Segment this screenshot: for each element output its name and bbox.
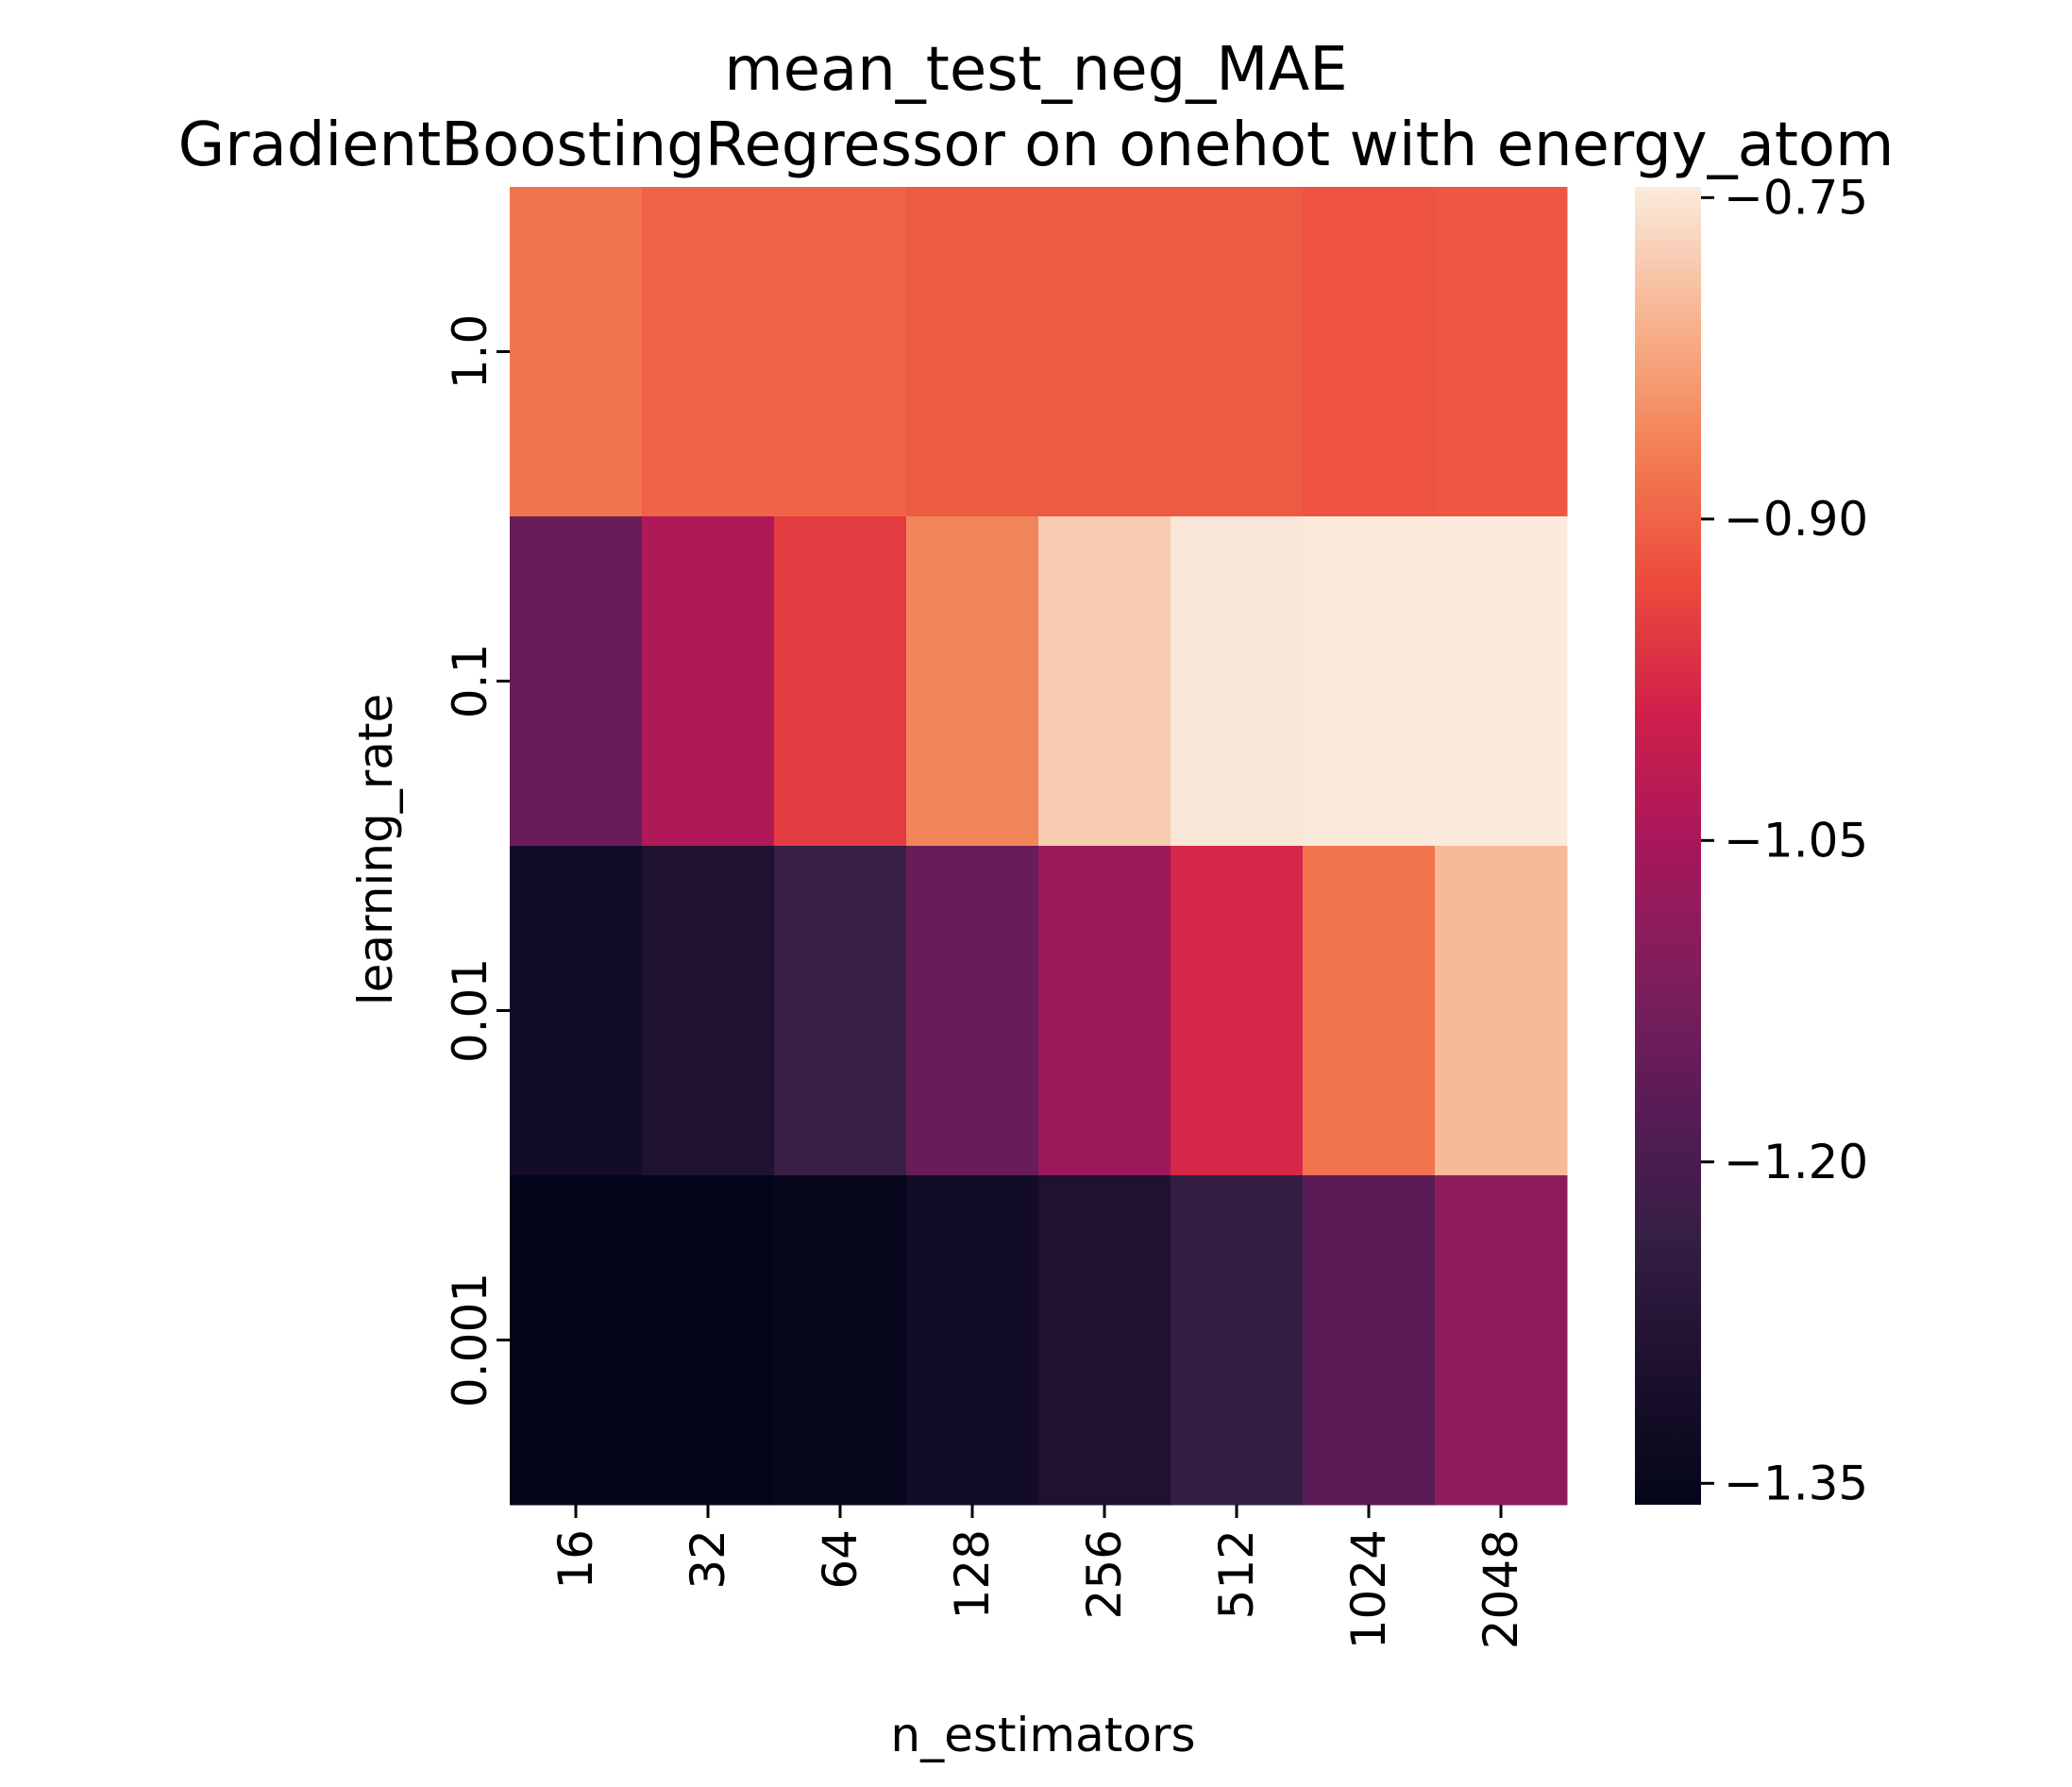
heatmap-cell [906,846,1039,1176]
heatmap-cell [1038,1175,1171,1506]
heatmap-cell [642,846,775,1176]
heatmap-cell [1171,187,1304,517]
colorbar-tick-label: −1.05 [1724,813,1868,868]
heatmap-cell [510,516,643,847]
heatmap-cell [510,187,643,517]
x-tick-label: 64 [813,1529,868,1590]
heatmap-cell [1171,1175,1304,1506]
y-tick-label: 0.001 [443,1273,497,1408]
heatmap-cell [1303,846,1436,1176]
x-tick-label: 512 [1209,1529,1264,1619]
colorbar-tick-label: −1.35 [1724,1456,1868,1510]
heatmap-cell [906,187,1039,517]
heatmap-cell [1435,846,1568,1176]
heatmap-cell [642,1175,775,1506]
colorbar [1635,187,1701,1505]
x-tick-label: 16 [548,1529,603,1590]
heatmap-cell [774,187,907,517]
heatmap-cell [906,516,1039,847]
colorbar-tick-label: −0.90 [1724,492,1868,547]
heatmap-cell [1303,187,1436,517]
x-tick-label: 1024 [1341,1529,1396,1649]
x-tick-label: 128 [945,1529,1000,1619]
colorbar-ticks: −0.75 −0.90 −1.05 −1.20 −1.35 [1701,170,1868,1510]
chart-title: mean_test_neg_MAE [724,35,1348,105]
x-tick-label: 256 [1077,1529,1132,1619]
y-tick-label: 1.0 [443,314,497,390]
colorbar-tick-label: −0.75 [1724,170,1868,225]
y-axis: 1.0 0.1 0.01 0.001 [443,314,510,1408]
heatmap-cell [1171,846,1304,1176]
heatmap-cell [1038,846,1171,1176]
heatmap-cell [774,516,907,847]
heatmap-cells [510,187,1568,1506]
x-tick-label: 2048 [1474,1529,1528,1649]
colorbar-tick-label: −1.20 [1724,1135,1868,1189]
heatmap-cell [906,1175,1039,1506]
heatmap-cell [1435,1175,1568,1506]
heatmap-cell [1435,187,1568,517]
x-axis: 16 32 64 128 256 512 1024 2048 [548,1505,1528,1649]
heatmap-cell [1303,1175,1436,1506]
heatmap-cell [1038,187,1171,517]
x-axis-label: n_estimators [890,1708,1195,1762]
heatmap-cell [510,846,643,1176]
y-tick-label: 0.1 [443,644,497,719]
heatmap-cell [642,516,775,847]
heatmap-cell [774,846,907,1176]
heatmap-cell [774,1175,907,1506]
chart-subtitle: GradientBoostingRegressor on onehot with… [177,110,1895,180]
heatmap-cell [1435,516,1568,847]
heatmap-cell [642,187,775,517]
y-tick-label: 0.01 [443,958,497,1063]
heatmap-cell [510,1175,643,1506]
heatmap-cell [1303,516,1436,847]
heatmap-cell [1038,516,1171,847]
y-axis-label: learning_rate [348,694,403,1006]
x-tick-label: 32 [681,1529,735,1590]
heatmap-cell [1171,516,1304,847]
